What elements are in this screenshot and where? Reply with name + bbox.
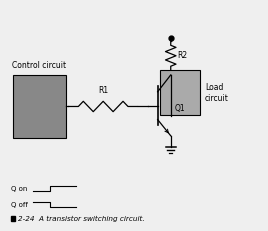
Bar — [13, 75, 66, 138]
Text: Q on: Q on — [11, 186, 27, 192]
Text: Load
circuit: Load circuit — [205, 83, 229, 103]
Text: R1: R1 — [98, 86, 108, 95]
Text: 2-24  A transistor switching circuit.: 2-24 A transistor switching circuit. — [18, 216, 145, 222]
Text: Control circuit: Control circuit — [12, 61, 66, 70]
Bar — [160, 70, 200, 116]
Text: Q1: Q1 — [175, 104, 185, 113]
Text: R2: R2 — [177, 51, 187, 60]
Text: Q off: Q off — [11, 202, 28, 207]
Bar — [11, 216, 15, 222]
